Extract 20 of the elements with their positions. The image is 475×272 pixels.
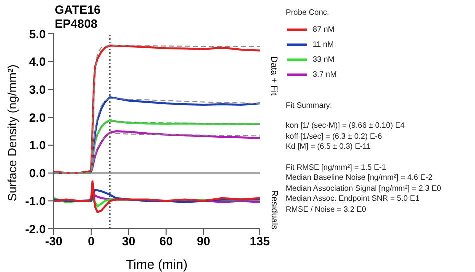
text: Data + Fit [270,56,280,96]
text: Residuals [270,190,280,230]
y-tick-label: 0.0 [29,166,46,181]
x-tick-label: 90 [197,234,211,249]
x-tick-label: -30 [45,234,63,249]
y-tick-label: 1.0 [29,138,46,153]
x-tick-label: 135 [250,234,270,249]
y-tick-label: 3.0 [29,82,46,97]
y-tick-label: 2.0 [29,110,46,125]
x-tick-label: 60 [160,234,174,249]
y-tick-label: 5.0 [29,27,46,42]
x-tick-label: 0 [88,234,96,249]
y-tick-label: -1.0 [25,194,46,208]
x-axis-title: Time (min) [126,257,188,272]
y-tick-label: 4.0 [29,55,46,70]
chart-title: GATE16 [55,3,101,17]
chart-subtitle: EP4808 [55,17,99,31]
x-tick-label: 30 [122,234,136,249]
y-tick-label: -2.0 [25,222,46,236]
y-axis-title: Surface Density (ng/mm²) [5,64,20,202]
